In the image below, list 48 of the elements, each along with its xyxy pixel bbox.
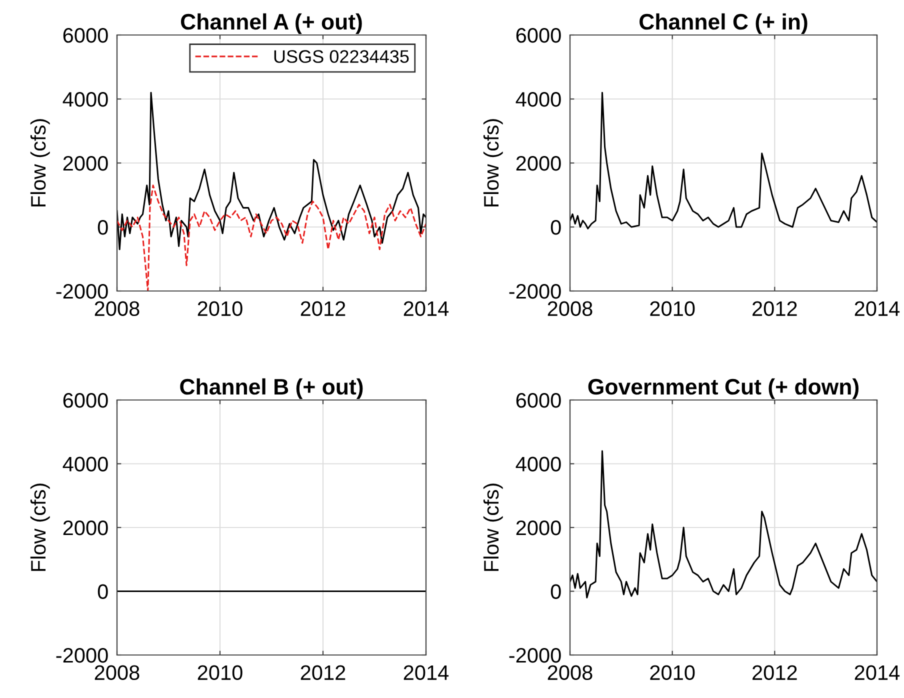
line-series	[570, 450, 877, 598]
x-tick-label: 2010	[198, 665, 242, 680]
x-tick-label: 2012	[752, 665, 797, 680]
x-tick-label: 2008	[94, 665, 140, 680]
y-tick-label: -2000	[56, 648, 108, 663]
line-series	[117, 92, 426, 250]
y-tick-label: 6000	[63, 393, 108, 408]
y-tick-label: 6000	[516, 28, 561, 43]
y-tick-label: 0	[550, 220, 561, 235]
y-tick-label: 6000	[63, 28, 108, 43]
chart-title: Channel C (+ in)	[640, 13, 808, 34]
y-tick-label: 4000	[62, 92, 108, 107]
legend-label: USGS 02234435	[274, 50, 409, 63]
y-tick-label: -2000	[56, 284, 108, 299]
x-tick-label: 2012	[752, 301, 797, 316]
y-tick-label: 2000	[63, 520, 108, 536]
y-tick-label: 2000	[516, 520, 561, 536]
y-tick-label: 2000	[516, 156, 561, 171]
line-series	[570, 92, 877, 230]
y-tick-label: 0	[98, 584, 108, 600]
y-tick-label: 6000	[516, 393, 561, 408]
x-tick-label: 2010	[650, 301, 695, 316]
chart-title: Government Cut (+ down)	[588, 378, 859, 400]
x-tick-label: 2008	[548, 665, 592, 680]
chart-title: Channel A (+ out)	[180, 13, 362, 34]
y-tick-label: -2000	[509, 284, 561, 299]
x-tick-label: 2008	[548, 301, 592, 316]
y-tick-label: 0	[550, 584, 561, 600]
y-tick-label: 0	[98, 220, 108, 235]
x-tick-label: 2010	[650, 665, 695, 680]
y-tick-label: 4000	[62, 456, 108, 472]
x-tick-label: 2008	[94, 301, 140, 316]
x-tick-label: 2014	[404, 301, 449, 316]
y-axis-title: Flow (cfs)	[483, 484, 503, 571]
y-tick-label: 4000	[516, 456, 561, 472]
y-axis-title: Flow (cfs)	[30, 484, 50, 571]
y-axis-title: Flow (cfs)	[30, 119, 50, 206]
y-tick-label: 2000	[63, 156, 108, 171]
chart-title: Channel B (+ out)	[180, 378, 363, 400]
y-tick-label: 4000	[516, 92, 561, 107]
x-tick-label: 2012	[300, 665, 346, 680]
x-tick-label: 2014	[854, 301, 900, 316]
x-tick-label: 2010	[198, 301, 242, 316]
x-tick-label: 2014	[854, 665, 900, 680]
y-tick-label: -2000	[509, 648, 561, 663]
x-tick-label: 2014	[404, 665, 449, 680]
x-tick-label: 2012	[300, 301, 346, 316]
y-axis-title: Flow (cfs)	[483, 119, 503, 206]
